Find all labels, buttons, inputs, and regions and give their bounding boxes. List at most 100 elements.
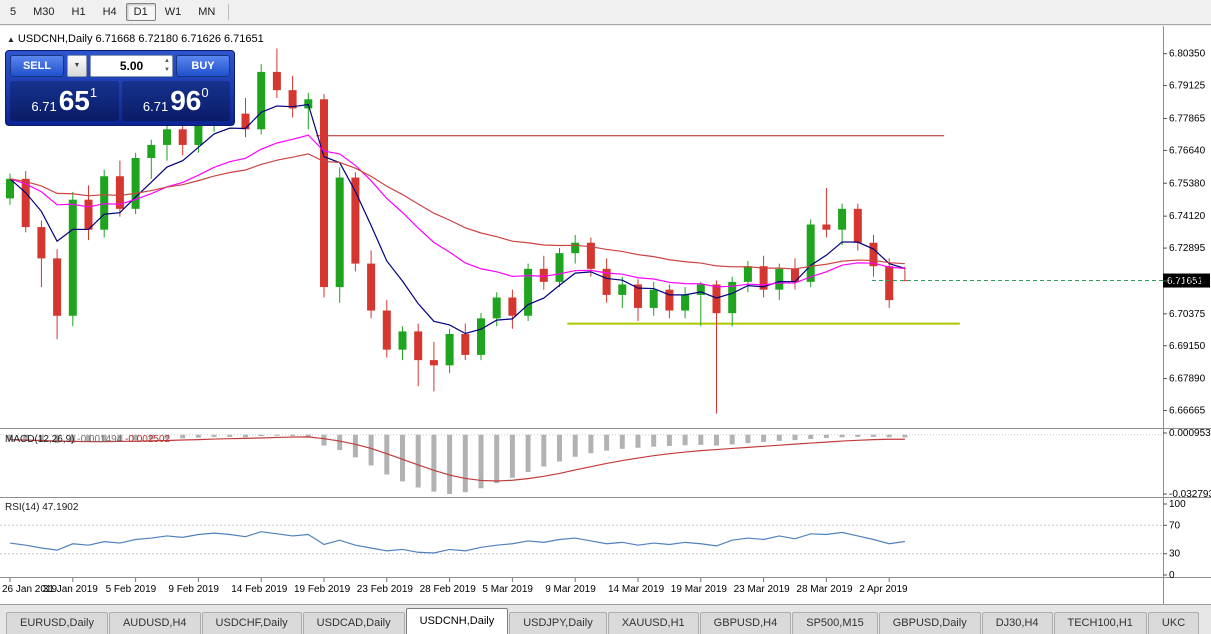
candle-body <box>477 318 485 355</box>
sell-price-point: 1 <box>89 85 98 100</box>
sell-button[interactable]: SELL <box>10 55 64 77</box>
timeframe-button-mn[interactable]: MN <box>198 6 216 18</box>
price-axis-label: 6.76640 <box>1169 145 1206 156</box>
price-axis-label: 6.69150 <box>1169 341 1206 352</box>
candle-body <box>68 199 77 316</box>
timeframe-button-m30[interactable]: M30 <box>33 6 55 18</box>
buy-price-display[interactable]: 6.71 96 0 <box>121 81 230 121</box>
candle-body <box>351 177 360 264</box>
date-axis-label: 23 Feb 2019 <box>357 584 414 595</box>
date-axis-label: 9 Feb 2019 <box>168 584 219 595</box>
volume-dropdown-button[interactable]: ▼ <box>67 55 87 77</box>
candle-body <box>806 224 815 282</box>
timeframe-button-h1[interactable]: H1 <box>71 6 86 18</box>
candle-body <box>335 177 344 288</box>
chart-tab-usdcnh[interactable]: USDCNH,Daily <box>405 608 509 634</box>
price-axis-label: 6.75380 <box>1169 178 1206 189</box>
candle-body <box>555 253 564 282</box>
rsi-value: 47.1902 <box>42 502 79 513</box>
candle-body <box>618 284 627 295</box>
chart-title-text: USDCNH,Daily 6.71668 6.72180 6.71626 6.7… <box>17 33 264 45</box>
candle-body <box>492 297 501 319</box>
date-axis-label: 31 Jan 2019 <box>43 584 98 595</box>
chevron-down-icon: ▼ <box>73 62 81 69</box>
rsi-label: RSI(14) 47.1902 <box>5 502 78 513</box>
timeframe-button-w1[interactable]: W1 <box>164 6 182 18</box>
symbol-marker-icon: ▲ <box>7 35 15 44</box>
timeframe-button-h4[interactable]: H4 <box>102 6 117 18</box>
price-axis-label: 6.77865 <box>1169 113 1206 124</box>
chart-tab-audusd[interactable]: AUDUSD,H4 <box>108 612 201 634</box>
candle-body <box>115 176 124 209</box>
trade-panel-prices: 6.71 65 1 6.71 96 0 <box>10 81 230 121</box>
chart-tab-usdjpy[interactable]: USDJPY,Daily <box>509 612 607 634</box>
chart-tab-gbpusd[interactable]: GBPUSD,H4 <box>699 612 792 634</box>
volume-spinner[interactable]: ▲ ▼ <box>164 57 170 75</box>
current-price-label-bg <box>1163 273 1210 288</box>
chart-tab-sp500[interactable]: SP500,M15 <box>792 612 878 634</box>
chart-tab-xauusd[interactable]: XAUUSD,H1 <box>607 612 699 634</box>
candle-body <box>241 113 250 130</box>
ma-mid-line <box>9 134 905 288</box>
candle-body <box>147 144 156 158</box>
spinner-up-icon: ▲ <box>164 58 170 64</box>
chart-tab-dj30[interactable]: DJ30,H4 <box>981 612 1053 634</box>
candle-body <box>571 242 580 254</box>
candle-body <box>728 281 737 314</box>
rsi-axis-label: 30 <box>1169 549 1181 560</box>
rsi-axis-label: 0 <box>1169 570 1175 581</box>
candle-body <box>100 176 109 230</box>
candle-body <box>524 268 533 316</box>
chart-tab-tech100[interactable]: TECH100,H1 <box>1053 612 1147 634</box>
price-axis-label: 6.66665 <box>1169 406 1206 417</box>
candle-body <box>759 266 768 290</box>
buy-price-pips: 96 <box>170 85 202 116</box>
chart-tab-usdchf[interactable]: USDCHF,Daily <box>201 612 302 634</box>
buy-price-point: 0 <box>201 85 209 100</box>
candle-body <box>696 284 705 295</box>
candle-body <box>131 157 140 209</box>
chart-tab-gbpusd[interactable]: GBPUSD,Daily <box>878 612 981 634</box>
chart-title: ▲ USDCNH,Daily 6.71668 6.72180 6.71626 6.… <box>7 33 264 45</box>
chart-tab-eurusd[interactable]: EURUSD,Daily <box>6 612 108 634</box>
chart-tab-usdcad[interactable]: USDCAD,Daily <box>302 612 405 634</box>
date-axis-label: 19 Mar 2019 <box>671 584 728 595</box>
candle-body <box>6 178 14 199</box>
candle-body <box>885 266 894 301</box>
candle-body <box>853 208 862 243</box>
one-click-trading-panel: SELL ▼ 5.00 ▲ ▼ BUY 6.71 65 1 6.71 96 0 <box>5 50 235 126</box>
timeframe-button-d1[interactable]: D1 <box>125 3 156 21</box>
price-axis-label: 6.79125 <box>1169 81 1206 92</box>
candle-body <box>539 268 548 282</box>
candle-body <box>304 99 313 109</box>
macd-value-main: -0.001494 <box>77 434 123 445</box>
date-axis-label: 19 Feb 2019 <box>294 584 351 595</box>
rsi-axis-label: 100 <box>1169 499 1186 510</box>
trade-panel-controls: SELL ▼ 5.00 ▲ ▼ BUY <box>10 55 230 77</box>
candle-body <box>602 268 611 295</box>
candle-body <box>649 289 658 308</box>
candle-body <box>461 334 470 355</box>
candle-body <box>775 268 784 290</box>
price-axis-label: 6.74120 <box>1169 211 1206 222</box>
chart-tab-ukc[interactable]: UKC <box>1147 612 1200 634</box>
candle-body <box>869 242 878 267</box>
timeframe-button-5[interactable]: 5 <box>10 6 17 18</box>
volume-input[interactable]: 5.00 ▲ ▼ <box>90 55 173 77</box>
candle-body <box>429 360 438 366</box>
candle-body <box>634 284 642 308</box>
candle-body <box>288 90 297 109</box>
sell-price-display[interactable]: 6.71 65 1 <box>10 81 119 121</box>
macd-name: MACD(12,26,9) <box>5 434 75 445</box>
macd-axis-label: -0.032793 <box>1169 489 1211 500</box>
macd-axis-label: 0.000953 <box>1169 428 1211 439</box>
candle-body <box>445 334 454 366</box>
candle-body <box>367 263 376 311</box>
date-axis-label: 23 Mar 2019 <box>734 584 791 595</box>
chart-canvas[interactable]: 6.716516.803506.791256.778656.766406.753… <box>0 26 1211 604</box>
buy-button[interactable]: BUY <box>176 55 230 77</box>
chart-tabs-bar: EURUSD,Daily AUDUSD,H4 USDCHF,Daily USDCAD,… <box>0 604 1211 634</box>
candle-body <box>791 268 799 282</box>
date-axis-label: 28 Mar 2019 <box>796 584 853 595</box>
